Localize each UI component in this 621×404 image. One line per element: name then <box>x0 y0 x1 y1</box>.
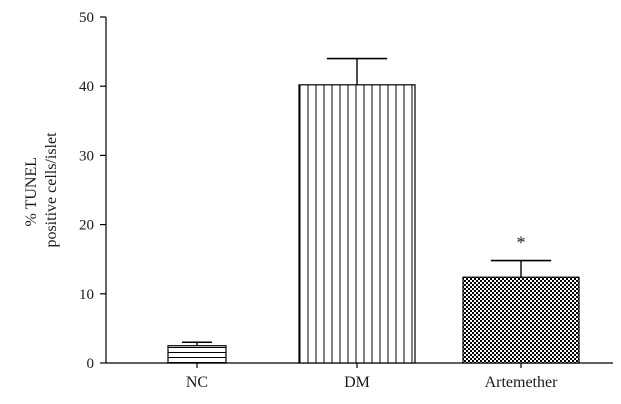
bars <box>167 84 580 364</box>
x-tick-label-nc: NC <box>186 374 208 391</box>
y-tick-label: 0 <box>87 356 95 372</box>
y-axis-label-line-1: % TUNEL <box>23 158 40 227</box>
y-tick-label: 10 <box>79 287 94 303</box>
x-tick-label-dm: DM <box>344 374 370 391</box>
y-tick-label: 40 <box>79 79 94 95</box>
y-tick-label: 20 <box>79 218 94 234</box>
error-bars <box>181 57 552 346</box>
x-tick-label-artemether: Artemether <box>485 374 559 391</box>
bar-nc <box>167 345 227 364</box>
y-axis-label-line-2: positive cells/islet <box>43 132 60 248</box>
y-axis-label: % TUNEL positive cells/islet <box>23 132 60 248</box>
significance-marker: * <box>517 233 526 253</box>
y-tick-label: 30 <box>79 148 94 164</box>
bar-dm <box>298 84 416 364</box>
y-ticks: 0 10 20 30 40 50 <box>79 10 106 372</box>
bar-artemether <box>462 276 580 364</box>
y-tick-label: 50 <box>79 10 94 26</box>
x-tick-labels: NC DM Artemether <box>186 363 558 391</box>
annotations: * <box>517 233 526 253</box>
